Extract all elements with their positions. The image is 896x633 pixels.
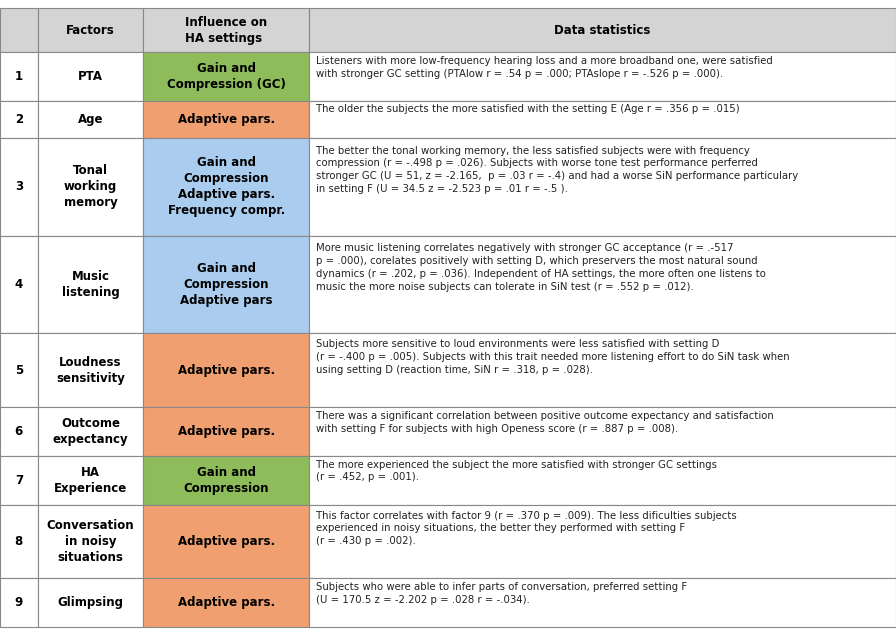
Text: Gain and
Compression
Adaptive pars.
Frequency compr.: Gain and Compression Adaptive pars. Freq…	[168, 156, 285, 217]
Text: HA
Experience: HA Experience	[54, 466, 127, 495]
Text: Gain and
Compression (GC): Gain and Compression (GC)	[167, 62, 286, 91]
Bar	[309, 578, 896, 627]
Bar	[309, 334, 896, 407]
Bar	[143, 456, 309, 505]
Text: Subjects more sensitive to loud environments were less satisfied with setting D
: Subjects more sensitive to loud environm…	[316, 339, 789, 375]
Text: 6: 6	[14, 425, 23, 438]
Text: Age: Age	[78, 113, 103, 126]
Text: Gain and
Compression
Adaptive pars: Gain and Compression Adaptive pars	[180, 262, 272, 307]
Bar	[309, 52, 896, 101]
Bar	[38, 137, 143, 235]
Bar	[38, 101, 143, 137]
Text: The more experienced the subject the more satisfied with stronger GC settings
(r: The more experienced the subject the mor…	[316, 460, 717, 482]
Text: 4: 4	[14, 278, 23, 291]
Bar	[309, 8, 896, 52]
Bar	[0, 137, 38, 235]
Bar	[143, 407, 309, 456]
Text: Conversation
in noisy
situations: Conversation in noisy situations	[47, 519, 134, 564]
Text: Adaptive pars.: Adaptive pars.	[177, 363, 275, 377]
Text: Music
listening: Music listening	[62, 270, 119, 299]
Bar	[0, 407, 38, 456]
Bar	[309, 101, 896, 137]
Text: PTA: PTA	[78, 70, 103, 83]
Bar	[309, 407, 896, 456]
Bar	[143, 101, 309, 137]
Text: 3: 3	[14, 180, 23, 193]
Bar	[38, 407, 143, 456]
Text: Listeners with more low-frequency hearing loss and a more broadband one, were sa: Listeners with more low-frequency hearin…	[316, 56, 773, 78]
Bar	[38, 8, 143, 52]
Bar	[0, 578, 38, 627]
Text: 2: 2	[14, 113, 23, 126]
Text: Adaptive pars.: Adaptive pars.	[177, 425, 275, 438]
Bar	[0, 456, 38, 505]
Bar	[309, 137, 896, 235]
Text: Factors: Factors	[66, 23, 115, 37]
Bar	[143, 505, 309, 578]
Text: 5: 5	[14, 363, 23, 377]
Bar	[0, 505, 38, 578]
Text: This factor correlates with factor 9 (r = .370 p = .009). The less dificulties s: This factor correlates with factor 9 (r …	[316, 511, 737, 546]
Text: Adaptive pars.: Adaptive pars.	[177, 535, 275, 548]
Bar	[143, 137, 309, 235]
Text: Gain and
Compression: Gain and Compression	[184, 466, 269, 495]
Text: More music listening correlates negatively with stronger GC acceptance (r = .-51: More music listening correlates negative…	[316, 243, 766, 292]
Bar	[309, 235, 896, 334]
Text: The better the tonal working memory, the less satisfied subjects were with frequ: The better the tonal working memory, the…	[316, 146, 798, 194]
Bar	[143, 52, 309, 101]
Text: 8: 8	[14, 535, 23, 548]
Bar	[143, 235, 309, 334]
Bar	[143, 334, 309, 407]
Bar	[0, 101, 38, 137]
Bar	[0, 52, 38, 101]
Bar	[38, 456, 143, 505]
Bar	[143, 578, 309, 627]
Text: Subjects who were able to infer parts of conversation, preferred setting F
(U = : Subjects who were able to infer parts of…	[316, 582, 687, 605]
Bar	[0, 8, 38, 52]
Bar	[38, 578, 143, 627]
Text: Glimpsing: Glimpsing	[57, 596, 124, 609]
Text: Tonal
working
memory: Tonal working memory	[64, 164, 117, 209]
Bar	[0, 334, 38, 407]
Text: The older the subjects the more satisfied with the setting E (Age r = .356 p = .: The older the subjects the more satisfie…	[316, 104, 740, 114]
Text: 1: 1	[14, 70, 23, 83]
Text: Outcome
expectancy: Outcome expectancy	[53, 417, 128, 446]
Bar	[38, 334, 143, 407]
Bar	[38, 235, 143, 334]
Bar	[38, 52, 143, 101]
Bar	[38, 505, 143, 578]
Text: Influence on
HA settings: Influence on HA settings	[185, 16, 267, 44]
Text: Adaptive pars.: Adaptive pars.	[177, 113, 275, 126]
Text: Data statistics: Data statistics	[555, 23, 650, 37]
Bar	[143, 8, 309, 52]
Bar	[0, 235, 38, 334]
Text: Loudness
sensitivity: Loudness sensitivity	[56, 356, 125, 385]
Bar	[309, 456, 896, 505]
Text: 9: 9	[14, 596, 23, 609]
Text: 7: 7	[14, 473, 23, 487]
Text: Adaptive pars.: Adaptive pars.	[177, 596, 275, 609]
Text: There was a significant correlation between positive outcome expectancy and sati: There was a significant correlation betw…	[316, 411, 774, 434]
Bar	[309, 505, 896, 578]
